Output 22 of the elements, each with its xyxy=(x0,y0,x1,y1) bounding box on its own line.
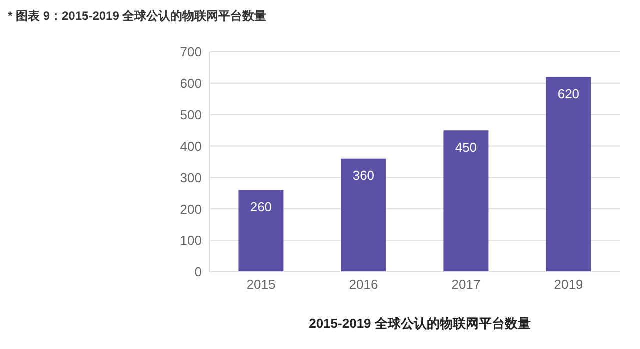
bar xyxy=(238,190,284,272)
data-label: 260 xyxy=(250,200,272,215)
x-tick-label: 2016 xyxy=(349,277,378,292)
bar xyxy=(444,130,489,272)
y-tick-label: 300 xyxy=(180,170,202,186)
y-tick-label: 400 xyxy=(180,138,202,154)
y-tick-label: 600 xyxy=(180,76,202,92)
x-tick-label: 2019 xyxy=(554,277,584,292)
x-axis-title: 2015-2019 全球公认的物联网平台数量 xyxy=(308,315,532,333)
y-tick-label: 500 xyxy=(180,107,202,122)
y-tick-label: 0 xyxy=(194,264,202,280)
data-label: 360 xyxy=(352,168,375,184)
y-tick-label: 200 xyxy=(180,202,202,217)
x-tick-label: 2017 xyxy=(452,277,481,292)
data-label: 620 xyxy=(558,86,580,102)
y-tick-label: 700 xyxy=(180,44,202,60)
chart-title: * 图表 9：2015-2019 全球公认的物联网平台数量 xyxy=(8,8,267,25)
x-tick-label: 2015 xyxy=(246,277,276,292)
y-tick-label: 100 xyxy=(180,233,202,248)
data-label: 450 xyxy=(455,140,478,155)
bar xyxy=(341,158,386,272)
bar xyxy=(546,77,592,272)
